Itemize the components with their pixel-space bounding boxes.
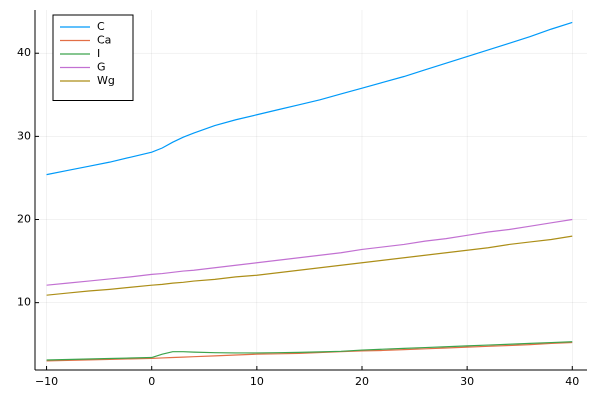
legend-box: [52, 14, 134, 101]
series-line: [46, 235, 573, 296]
series-line: [46, 341, 573, 362]
x-tick-label: 30: [460, 375, 474, 388]
x-tick-label: 10: [250, 375, 264, 388]
legend-label: C: [97, 20, 105, 33]
series-line: [46, 218, 573, 286]
x-tick-label: 20: [355, 375, 369, 388]
legend-label: I: [97, 47, 100, 60]
legend-label: Ca: [97, 34, 111, 47]
x-tick-label: 0: [148, 375, 155, 388]
y-tick-label: 20: [17, 213, 31, 226]
series-line: [46, 21, 573, 176]
x-tick-label: 40: [565, 375, 579, 388]
legend-label: Wg: [97, 74, 115, 87]
series-line: [46, 341, 573, 361]
y-tick-label: 40: [17, 46, 31, 59]
legend-label: G: [97, 61, 106, 74]
y-tick-label: 10: [17, 296, 31, 309]
y-tick-label: 30: [17, 129, 31, 142]
x-tick-label: −10: [35, 375, 58, 388]
